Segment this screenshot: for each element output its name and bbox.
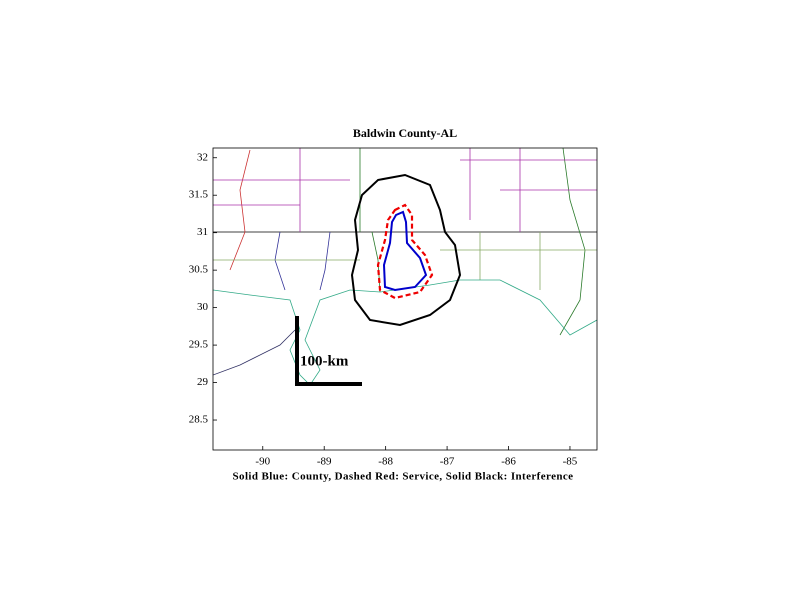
- y-tick-label: 30.5: [189, 264, 209, 276]
- y-tick-label: 31.5: [189, 189, 209, 201]
- scale-label: 100-km: [300, 353, 349, 369]
- county-line: [213, 232, 597, 290]
- x-tick-label: -89: [317, 456, 332, 468]
- map-layers: [213, 148, 597, 386]
- x-axis-label: Solid Blue: County, Dashed Red: Service,…: [233, 471, 574, 483]
- state-border: [559, 148, 586, 336]
- x-tick-label: -90: [255, 456, 270, 468]
- county-line: [213, 148, 597, 232]
- interference-contour: [350, 173, 462, 327]
- x-tick-label: -87: [440, 456, 455, 468]
- county-outline: [382, 210, 428, 292]
- x-tick-label: -85: [563, 456, 578, 468]
- county-line: [229, 149, 251, 271]
- x-tick-label: -88: [378, 456, 393, 468]
- y-tick-label: 29.5: [189, 339, 209, 351]
- y-tick-label: 32: [197, 151, 208, 163]
- service-contour: [376, 203, 434, 300]
- coastline: [213, 329, 296, 376]
- chart-title: Baldwin County-AL: [353, 126, 457, 140]
- y-tick-label: 28.5: [189, 414, 209, 426]
- river: [274, 231, 331, 291]
- scale-bar: [295, 316, 362, 386]
- state-border: [359, 148, 381, 293]
- y-tick-label: 30: [197, 301, 209, 313]
- plot-frame: [212, 147, 598, 451]
- coastline: [213, 279, 597, 386]
- y-tick-label: 31: [197, 226, 208, 238]
- y-tick-label: 29: [197, 376, 209, 388]
- x-tick-label: -86: [501, 456, 516, 468]
